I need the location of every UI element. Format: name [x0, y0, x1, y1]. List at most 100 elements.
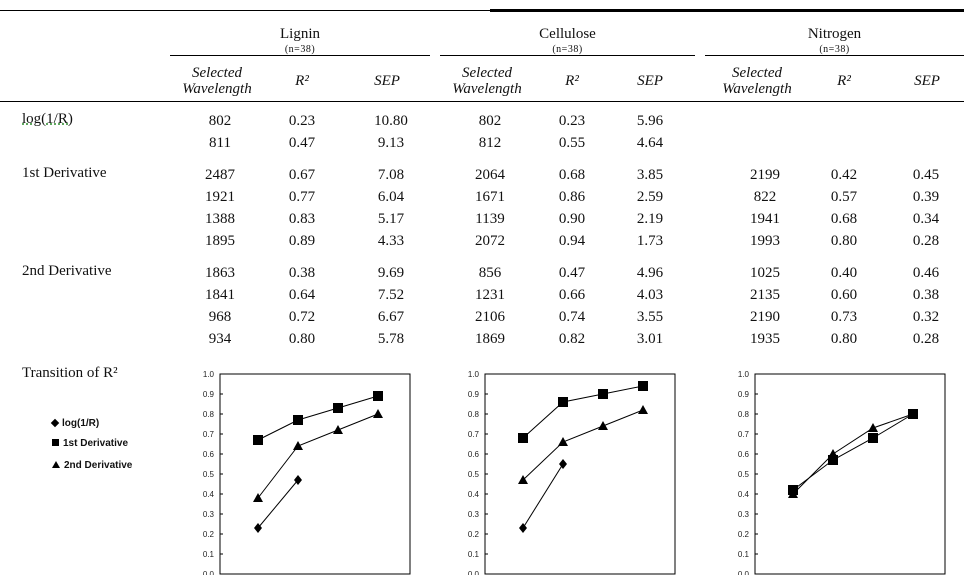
subheader-r2-nitrogen: R²: [837, 73, 851, 89]
table-cell: 1231: [475, 287, 505, 303]
table-cell: 0.72: [288, 309, 316, 325]
table-cell: 0.47: [558, 265, 586, 281]
table-cell: 802: [208, 113, 232, 129]
table-cell: 3.85: [636, 167, 664, 183]
table-cell: 0.57: [830, 189, 858, 205]
table-cell: 2135: [750, 287, 780, 303]
table-cell: 3.55: [636, 309, 664, 325]
table-cell: 1841: [205, 287, 235, 303]
y-tick-label: 0.9: [468, 390, 480, 399]
y-tick-label: 0.3: [203, 510, 215, 519]
table-cell: 0.82: [558, 331, 586, 347]
table-cell: 9.69: [377, 265, 405, 281]
table-cell: 0.46: [912, 265, 940, 281]
data-point-triangle: [788, 489, 798, 498]
table-cell: 0.80: [830, 331, 858, 347]
series-line: [792, 413, 914, 495]
table-cell: 4.96: [636, 265, 664, 281]
table-cell: 0.45: [912, 167, 940, 183]
table-cell: 0.55: [558, 135, 586, 151]
y-tick-label: 1.0: [468, 370, 480, 379]
data-point-triangle: [908, 409, 918, 418]
square-icon: [52, 439, 59, 446]
group-n-lignin: (n=38): [284, 44, 316, 55]
y-tick-label: 0.4: [738, 490, 750, 499]
table-cell: 0.80: [288, 331, 316, 347]
group-rule-lignin: [170, 55, 430, 56]
table-cell: 0.77: [288, 189, 316, 205]
table-cell: 856: [478, 265, 502, 281]
data-point-square: [558, 397, 568, 407]
legend-item-log: log(1/R): [50, 418, 100, 429]
table-cell: 4.33: [377, 233, 405, 249]
table-cell: 1139: [475, 211, 505, 227]
table-cell: 6.67: [377, 309, 405, 325]
table-cell: 0.60: [830, 287, 858, 303]
group-header-cellulose: Cellulose: [539, 26, 596, 42]
series-line: [792, 413, 914, 491]
y-tick-label: 0.5: [738, 470, 750, 479]
data-point-square: [253, 435, 263, 445]
data-point-square: [333, 403, 343, 413]
table-cell: 0.94: [558, 233, 586, 249]
table-cell: 4.03: [636, 287, 664, 303]
table-cell: 0.28: [912, 331, 940, 347]
series-line: [522, 409, 644, 481]
data-point-triangle: [373, 409, 383, 418]
data-point-triangle: [828, 449, 838, 458]
table-cell: 5.78: [377, 331, 405, 347]
data-point-diamond: [294, 475, 302, 485]
y-tick-label: 0.2: [738, 530, 750, 539]
table-cell: 1.73: [636, 233, 664, 249]
table-cell: 1863: [205, 265, 235, 281]
y-tick-label: 0.0: [738, 570, 750, 575]
table-cell: 1869: [475, 331, 505, 347]
y-tick-label: 0.7: [468, 430, 480, 439]
table-cell: 9.13: [377, 135, 405, 151]
table-cell: 811: [209, 135, 231, 151]
subheader-wavelength-nitrogen: Selected Wavelength: [722, 65, 792, 97]
data-point-triangle: [598, 421, 608, 430]
subheader-sep-cellulose: SEP: [637, 73, 663, 89]
table-cell: 7.08: [377, 167, 405, 183]
chart-nitrogen: 1.0 0.9 0.8 0.7 0.6 0.5 0.4 0.3 0.2 0.1 0.0: [738, 370, 946, 575]
table-cell: 0.28: [912, 233, 940, 249]
y-tick-label: 0.6: [738, 450, 750, 459]
chart-lignin: 1.0 0.9 0.8 0.7 0.6 0.5 0.4 0.3 0.2 0.1 0.0: [203, 370, 411, 575]
plot-frame: [484, 373, 676, 575]
table-cell: 1921: [205, 189, 235, 205]
subheader-r2-cellulose: R²: [565, 73, 579, 89]
table-cell: 1671: [475, 189, 505, 205]
table-cell: 812: [478, 135, 502, 151]
table-cell: 0.32: [912, 309, 940, 325]
y-tick-label: 0.9: [203, 390, 215, 399]
table-cell: 2199: [750, 167, 780, 183]
table-cell: 0.34: [912, 211, 940, 227]
table-cell: 0.90: [558, 211, 586, 227]
table-cell: 0.23: [288, 113, 316, 129]
table-cell: 934: [208, 331, 232, 347]
table-cell: 0.74: [558, 309, 586, 325]
table-cell: 5.96: [636, 113, 664, 129]
y-tick-label: 0.3: [468, 510, 480, 519]
table-cell: 0.38: [288, 265, 316, 281]
group-rule-nitrogen: [705, 55, 964, 56]
table-cell: 2.59: [636, 189, 664, 205]
table-cell: 7.52: [377, 287, 405, 303]
y-tick-label: 0.8: [203, 410, 215, 419]
y-tick-label: 0.1: [738, 550, 750, 559]
table-cell: 0.23: [558, 113, 586, 129]
subheader-wavelength-lignin: Selected Wavelength: [182, 65, 252, 97]
table-cell: 0.83: [288, 211, 316, 227]
table-cell: 2.19: [636, 211, 664, 227]
table-cell: 968: [208, 309, 232, 325]
y-tick-label: 0.2: [203, 530, 215, 539]
legend-label-log: log(1/R): [62, 418, 100, 429]
y-tick-label: 0.5: [203, 470, 215, 479]
table-cell: 2487: [205, 167, 235, 183]
transition-label: Transition of R²: [22, 365, 118, 381]
data-point-triangle: [868, 423, 878, 432]
group-n-cellulose: (n=38): [552, 44, 583, 55]
table-cell: 3.01: [636, 331, 664, 347]
row-label-log: log(1/R): [22, 111, 73, 127]
